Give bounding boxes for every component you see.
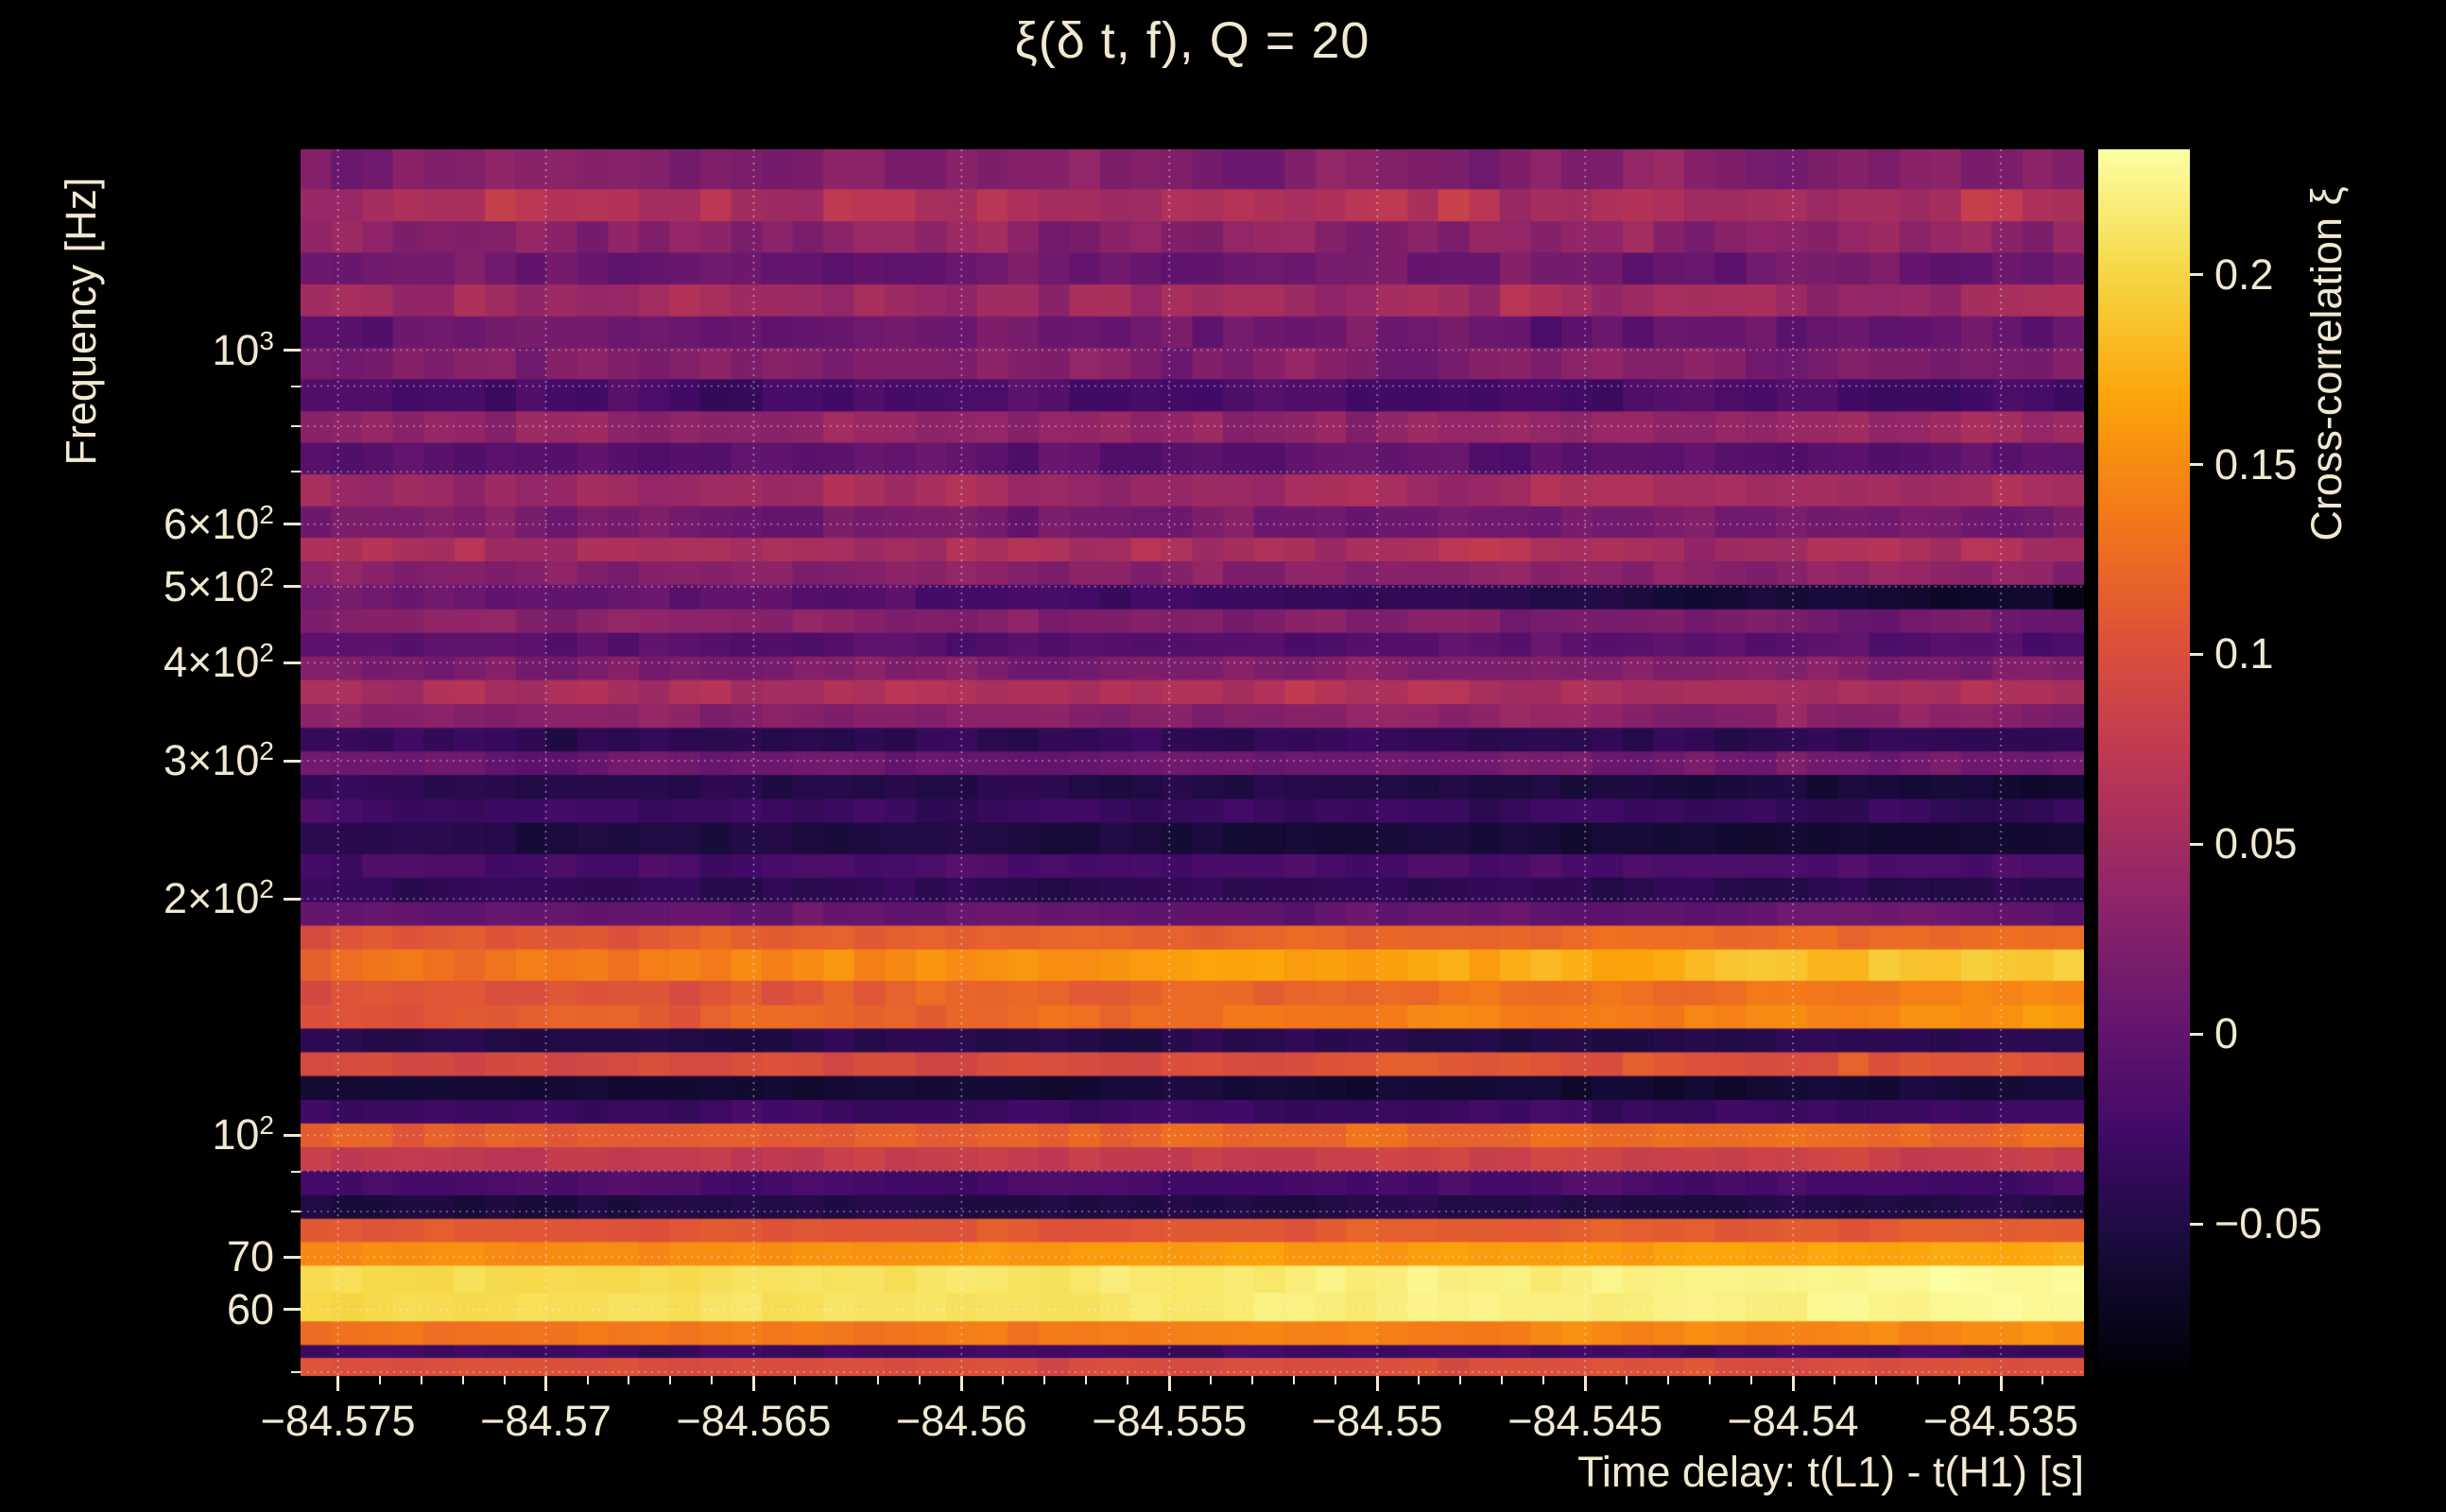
y-tick-label: 4×102 [164,638,274,687]
x-minor-tick-mark [1958,1376,1961,1384]
x-tick-mark [1999,1376,2003,1391]
x-minor-tick-mark [461,1376,464,1384]
colorbar-tick-mark [2190,463,2203,467]
y-tick-mark [284,1133,301,1137]
x-tick-mark [1375,1376,1379,1391]
y-tick-mark [284,897,301,901]
colorbar-tick-label: 0.05 [2214,819,2298,868]
y-tick-label: 6×102 [164,499,274,548]
y-tick-label: 2×102 [164,874,274,923]
y-tick-label: 60 [226,1284,274,1333]
y-minor-tick-mark [291,1211,301,1213]
x-minor-tick-mark [1917,1376,1920,1384]
x-minor-tick-mark [1626,1376,1628,1384]
colorbar-tick-mark [2190,1032,2203,1036]
y-tick-mark [284,349,301,352]
colorbar-tick-mark [2190,652,2203,656]
x-tick-label: −84.55 [1311,1397,1443,1445]
x-minor-tick-mark [378,1376,381,1384]
y-minor-tick-mark [291,471,301,473]
x-minor-tick-mark [794,1376,797,1384]
x-minor-tick-mark [1127,1376,1129,1384]
x-minor-tick-mark [1750,1376,1753,1384]
x-minor-tick-mark [586,1376,589,1384]
x-minor-tick-mark [420,1376,422,1384]
y-tick-label: 3×102 [164,736,274,785]
x-minor-tick-mark [1085,1376,1088,1384]
colorbar-tick-label: 0.1 [2214,629,2274,679]
x-minor-tick-mark [1459,1376,1462,1384]
x-minor-tick-mark [1043,1376,1046,1384]
y-tick-label: 102 [212,1110,274,1160]
x-tick-mark [544,1376,548,1391]
x-minor-tick-mark [1293,1376,1296,1384]
x-minor-tick-mark [1501,1376,1504,1384]
x-tick-label: −84.555 [1092,1397,1248,1445]
x-tick-mark [1583,1376,1587,1391]
x-minor-tick-mark [1834,1376,1836,1384]
x-minor-tick-mark [919,1376,922,1384]
x-tick-label: −84.575 [260,1397,416,1445]
colorbar-tick-mark [2190,842,2203,846]
x-minor-tick-mark [1542,1376,1545,1384]
x-tick-label: −84.545 [1507,1397,1663,1445]
x-minor-tick-mark [503,1376,506,1384]
y-tick-label: 70 [226,1232,274,1281]
x-tick-label: −84.565 [676,1397,832,1445]
x-tick-mark [959,1376,963,1391]
y-axis-title: Frequency [Hz] [57,177,105,466]
x-minor-tick-mark [1418,1376,1421,1384]
y-tick-mark [284,523,301,526]
x-minor-tick-mark [877,1376,880,1384]
x-minor-tick-mark [1875,1376,1878,1384]
x-tick-mark [336,1376,340,1391]
y-tick-mark [284,661,301,664]
colorbar [2098,149,2190,1376]
y-minor-tick-mark [291,425,301,428]
x-minor-tick-mark [2041,1376,2043,1384]
x-minor-tick-mark [1251,1376,1254,1384]
chart-title: ξ(δ t, f), Q = 20 [1014,12,1370,69]
x-tick-mark [1791,1376,1795,1391]
x-minor-tick-mark [835,1376,838,1384]
colorbar-tick-mark [2190,273,2203,277]
y-tick-mark [284,585,301,589]
x-minor-tick-mark [1709,1376,1712,1384]
colorbar-tick-label: 0.2 [2214,249,2274,299]
x-minor-tick-mark [1002,1376,1005,1384]
y-tick-mark [284,1308,301,1312]
colorbar-tick-label: 0 [2214,1009,2239,1058]
y-tick-label: 103 [212,325,274,374]
y-tick-mark [284,1255,301,1259]
y-minor-tick-mark [291,385,301,387]
y-minor-tick-mark [291,1170,301,1173]
x-tick-label: −84.57 [480,1397,612,1445]
y-tick-mark [284,759,301,763]
x-minor-tick-mark [711,1376,714,1384]
x-minor-tick-mark [669,1376,672,1384]
x-tick-mark [751,1376,755,1391]
x-tick-label: −84.54 [1727,1397,1859,1445]
colorbar-tick-label: −0.05 [2214,1199,2322,1248]
colorbar-tick-mark [2190,1222,2203,1226]
x-minor-tick-mark [1335,1376,1337,1384]
x-minor-tick-mark [1210,1376,1213,1384]
colorbar-title: Cross-correlation ξ [2302,186,2351,541]
x-minor-tick-mark [1667,1376,1670,1384]
x-tick-mark [1167,1376,1171,1391]
y-minor-tick-mark [291,1370,301,1373]
x-tick-label: −84.535 [1923,1397,2078,1445]
x-tick-label: −84.56 [895,1397,1027,1445]
x-minor-tick-mark [628,1376,630,1384]
colorbar-tick-label: 0.15 [2214,439,2298,489]
y-tick-label: 5×102 [164,561,274,610]
heatmap-canvas [301,149,2084,1376]
x-axis-title: Time delay: t(L1) - t(H1) [s] [1577,1448,2084,1496]
